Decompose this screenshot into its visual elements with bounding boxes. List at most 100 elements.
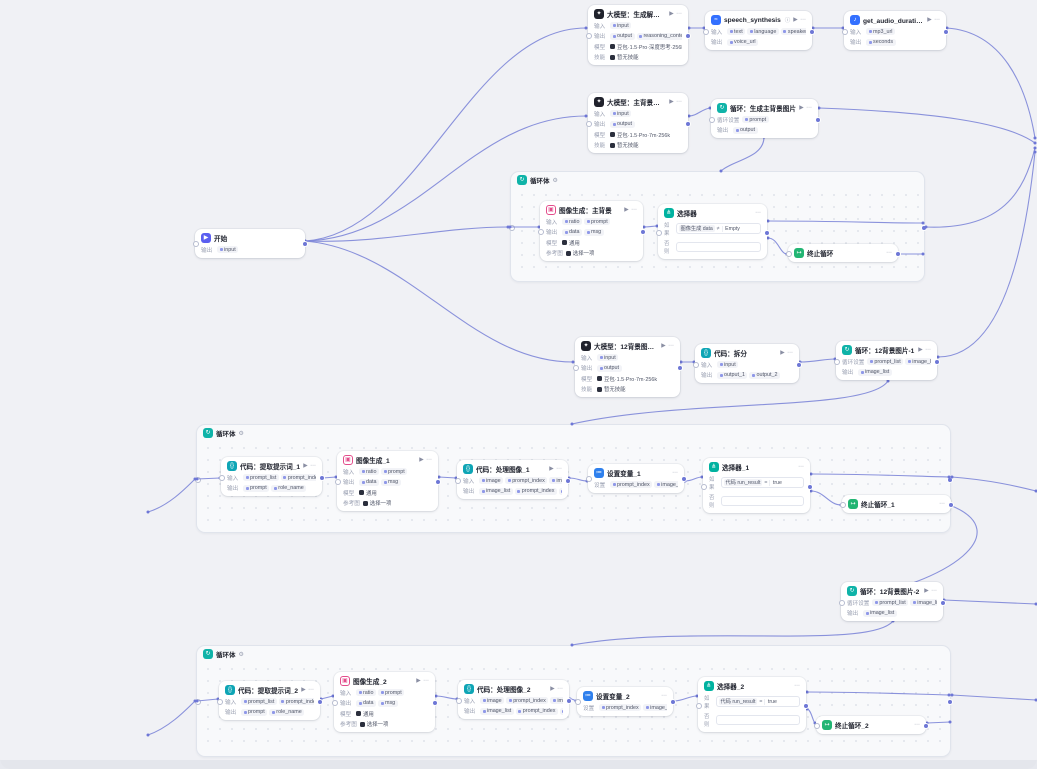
variable-chip[interactable]: input — [610, 110, 632, 117]
variable-chip[interactable]: output — [733, 126, 758, 134]
node-start[interactable]: ▶ 开始 输出 input — [192, 229, 308, 258]
run-button[interactable]: ▶ — [419, 457, 424, 463]
node-code-split[interactable]: {} 代码：拆分 ▶ ⋯ 输入 input 输出 output_1 output_2 — [692, 344, 802, 383]
variable-chip[interactable]: data — [562, 228, 582, 236]
node-break-1[interactable]: ↦ 终止循环_1 ⋯ — [839, 495, 954, 513]
node-loop-12bg-1[interactable]: ↻ 循环：12背景图片-1▶⋯ 循环设置prompt_listimage_lis… — [833, 341, 940, 380]
else-box[interactable] — [675, 242, 761, 252]
variable-chip[interactable]: input — [217, 246, 239, 253]
more-menu-button[interactable]: ⋯ — [423, 678, 429, 684]
variable-chip[interactable]: prompt_index — [599, 704, 642, 711]
more-menu-button[interactable]: ⋯ — [557, 686, 563, 692]
more-menu-button[interactable]: ⋯ — [631, 207, 637, 213]
variable-chip[interactable]: image — [480, 697, 505, 704]
variable-chip[interactable]: data — [359, 478, 379, 486]
node-imggen-2[interactable]: ▣ 图像生成_2 ▶ ⋯ 输入 ratio prompt 输出 data msg 模型 通用 … — [331, 672, 438, 732]
variable-chip[interactable]: language — [747, 28, 779, 35]
gear-icon[interactable]: ⚙ — [238, 430, 244, 437]
variable-chip[interactable]: reasoning_content — [636, 32, 682, 40]
node-code-process-2[interactable]: {} 代码：处理图像_2▶⋯ 输入imageprompt_indeximage_… — [455, 680, 572, 719]
more-menu-button[interactable]: ⋯ — [806, 105, 812, 111]
variable-chip[interactable]: output — [610, 32, 635, 40]
node-code-process-1[interactable]: {} 代码：处理图像_1▶⋯ 输入imageprompt_indeximage_… — [454, 460, 571, 499]
more-menu-button[interactable]: ⋯ — [672, 470, 678, 476]
more-menu-button[interactable]: ⋯ — [931, 588, 937, 594]
more-menu-button[interactable]: ⋯ — [925, 347, 931, 353]
node-imggen-main[interactable]: ▣ 图像生成：主背景 ▶ ⋯ 输入 ratio prompt 输出 data msg 模型通… — [537, 201, 646, 261]
node-llm-main-bg-prompt[interactable]: ✦ 大模型：主背景图片提示词▶⋯ 输入 input 输出 output 模型豆包·1… — [585, 93, 691, 153]
variable-chip[interactable]: ratio — [359, 468, 379, 475]
node-loop-main-bg[interactable]: ↻ 循环：生成主背景图片 ▶ ⋯ 循环设置 prompt 输出 output — [708, 99, 821, 138]
variable-chip[interactable]: text — [727, 28, 746, 35]
run-button[interactable]: ▶ — [924, 588, 929, 594]
variable-chip[interactable]: input — [610, 22, 632, 29]
more-menu-button[interactable]: ⋯ — [934, 17, 940, 23]
run-button[interactable]: ▶ — [669, 99, 674, 105]
node-break-2[interactable]: ↦ 终止循环_2 ⋯ — [813, 716, 929, 734]
node-selector-main[interactable]: ⋔ 选择器 ⋯ 如果 图像生成 data ≠ Empty 否则 — [655, 204, 770, 259]
run-button[interactable]: ▶ — [669, 11, 674, 17]
variable-chip[interactable]: image_list — [479, 487, 513, 495]
variable-chip[interactable]: ratio — [562, 218, 582, 225]
variable-chip[interactable]: output_1 — [717, 371, 748, 379]
condition-box[interactable]: 图像生成 data ≠ Empty — [675, 223, 761, 234]
run-button[interactable]: ▶ — [550, 686, 555, 692]
variable-chip[interactable]: prompt_list — [243, 474, 279, 481]
variable-chip[interactable]: msg — [381, 478, 401, 486]
run-button[interactable]: ▶ — [549, 466, 554, 472]
variable-chip[interactable]: prompt — [378, 689, 405, 696]
variable-chip[interactable]: image_list — [863, 609, 897, 617]
variable-chip[interactable]: prompt_list — [872, 599, 909, 606]
variable-chip[interactable]: run_result — [559, 707, 563, 715]
node-plugin-get-audio-duration[interactable]: ♪ get_audio_duration: 查询…▶⋯ 输入 mp3_url 输出… — [841, 11, 949, 50]
variable-chip[interactable]: msg — [378, 699, 398, 707]
more-menu-button[interactable]: ⋯ — [676, 11, 682, 17]
variable-chip[interactable]: prompt — [742, 116, 769, 123]
variable-chip[interactable]: image_… — [549, 477, 562, 484]
run-button[interactable]: ▶ — [303, 463, 308, 469]
gear-icon[interactable]: ⚙ — [238, 651, 244, 658]
run-button[interactable]: ▶ — [301, 687, 306, 693]
variable-chip[interactable]: output — [610, 120, 635, 128]
variable-chip[interactable]: mp3_url — [866, 28, 895, 35]
more-menu-button[interactable]: ⋯ — [939, 501, 945, 507]
variable-chip[interactable]: image_list — [905, 358, 931, 365]
run-button[interactable]: ▶ — [927, 17, 932, 23]
more-menu-button[interactable]: ⋯ — [798, 464, 804, 470]
more-menu-button[interactable]: ⋯ — [556, 466, 562, 472]
variable-chip[interactable]: image_list — [654, 481, 678, 488]
run-button[interactable]: ▶ — [624, 207, 629, 213]
node-break-main[interactable]: ↦ 终止循环 ⋯ — [785, 244, 901, 262]
variable-chip[interactable]: image_list — [480, 707, 514, 715]
more-menu-button[interactable]: ⋯ — [886, 250, 892, 256]
variable-chip[interactable]: msg — [584, 228, 604, 236]
variable-chip[interactable]: prompt — [243, 484, 270, 492]
more-menu-button[interactable]: ⋯ — [426, 457, 432, 463]
run-button[interactable]: ▶ — [918, 347, 923, 353]
variable-chip[interactable]: data — [356, 699, 376, 707]
variable-chip[interactable]: seconds — [866, 38, 896, 46]
node-code-extract-1[interactable]: {} 代码：提取提示词_1▶⋯ 输入 prompt_listprompt_inde… — [218, 457, 325, 496]
node-loop-12bg-2[interactable]: ↻ 循环：12背景图片-2▶⋯ 循环设置prompt_listimage_lis… — [838, 582, 946, 621]
variable-chip[interactable]: role_name — [269, 708, 305, 716]
else-box[interactable] — [715, 715, 800, 725]
condition-box[interactable]: 代码 run_result = true — [720, 477, 804, 488]
variable-chip[interactable]: prompt_index — [506, 697, 549, 704]
more-menu-button[interactable]: ⋯ — [676, 99, 682, 105]
run-button[interactable]: ▶ — [793, 17, 798, 23]
variable-chip[interactable]: prompt_index — [278, 698, 314, 705]
more-menu-button[interactable]: ⋯ — [794, 683, 800, 689]
run-button[interactable]: ▶ — [799, 105, 804, 111]
run-button[interactable]: ▶ — [416, 678, 421, 684]
node-imggen-1[interactable]: ▣ 图像生成_1 ▶ ⋯ 输入 ratio prompt 输出 data msg 模型 通用 … — [334, 451, 441, 511]
more-menu-button[interactable]: ⋯ — [661, 693, 667, 699]
variable-chip[interactable]: prompt_list — [867, 358, 904, 365]
variable-chip[interactable]: speaker_id — [780, 28, 806, 35]
variable-chip[interactable]: role_name — [271, 484, 307, 492]
variable-chip[interactable]: output_2 — [749, 371, 780, 379]
else-box[interactable] — [720, 496, 804, 506]
variable-chip[interactable]: prompt — [241, 708, 268, 716]
variable-chip[interactable]: voice_url — [727, 38, 759, 46]
